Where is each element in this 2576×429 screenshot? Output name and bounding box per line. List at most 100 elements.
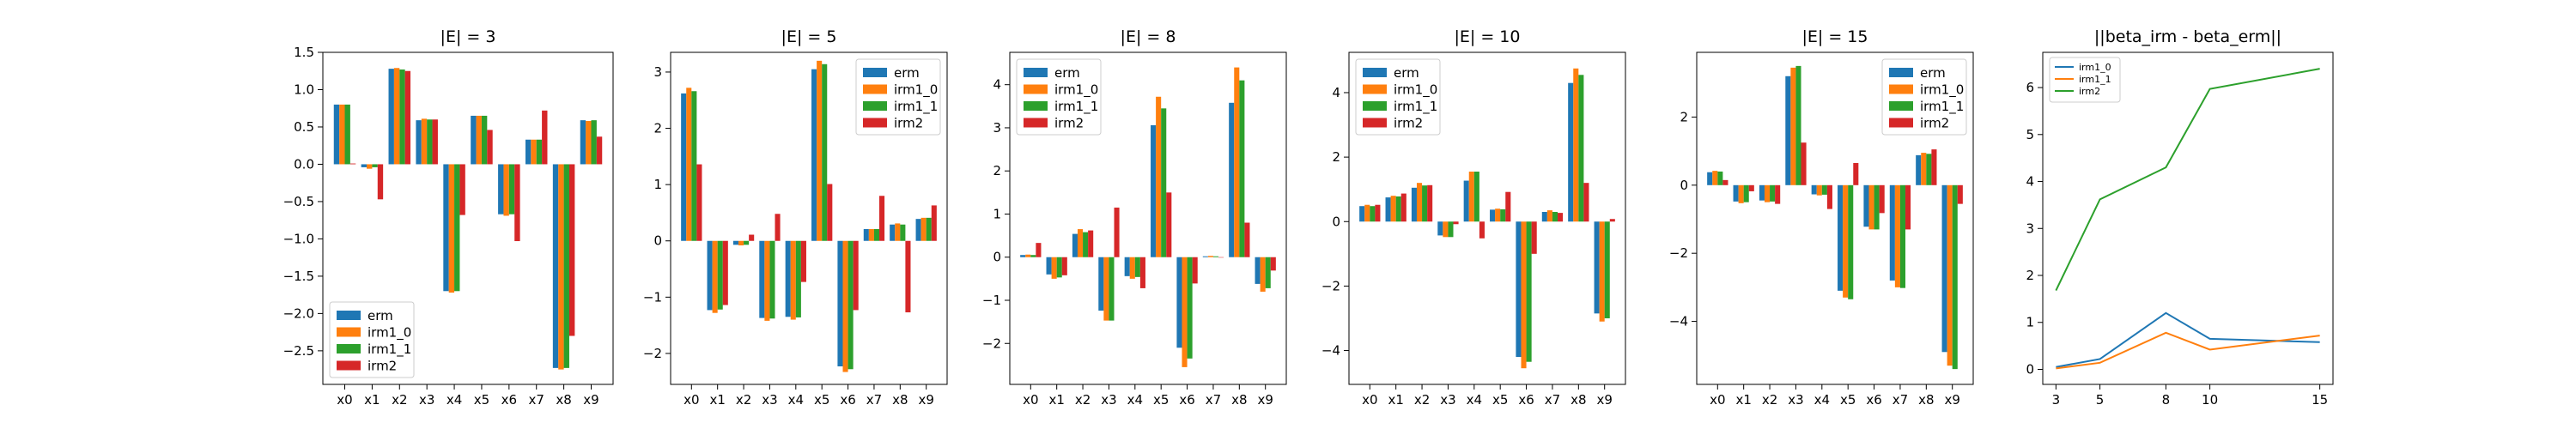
bar-irm1_1-x2 [399,69,405,165]
bar-irm2-x2 [1427,184,1433,222]
legend-label: irm1_1 [1920,99,1964,115]
bar-erm-x8 [1916,154,1922,185]
bar-irm2-x9 [596,136,603,165]
y-tick-label: −2 [643,346,662,361]
bar-irm1_1-x5 [1161,108,1167,257]
bar-irm1_0-x7 [1894,184,1900,287]
bar-irm1_1-x1 [1395,196,1401,222]
x-tick-label: x9 [1257,392,1273,408]
bar-erm-x6 [1863,184,1869,227]
legend-label: irm1_0 [1054,82,1098,99]
legend-label: irm2 [2079,86,2100,97]
legend-swatch-irm1_1 [1363,101,1387,111]
bar-erm-x4 [1124,257,1130,276]
bar-irm1_1-x3 [1448,221,1454,238]
bar-irm2-x8 [905,240,911,313]
x-tick-label: x3 [1788,392,1803,408]
y-tick-label: −2 [982,335,1001,351]
bar-irm1_1-x3 [1109,257,1115,321]
bar-irm2-x6 [1192,257,1198,284]
bar-irm1_1-x1 [717,240,723,310]
bar-irm1_1-x5 [1848,184,1854,299]
bar-erm-x8 [552,164,559,368]
subplot-title: |E| = 3 [440,27,496,46]
bar-irm1_0-x8 [1573,68,1579,222]
bar-irm1_1-x1 [372,164,378,167]
x-tick-label: x0 [337,392,352,408]
legend-swatch-irm1_1 [1024,101,1048,111]
legend-label: irm1_1 [2079,74,2111,85]
legend-label: irm1_1 [1394,99,1437,115]
x-tick-label: x2 [1762,392,1777,408]
series-line-irm2 [2055,68,2320,291]
bar-irm2-x1 [377,164,384,200]
legend-label: irm1_0 [368,325,411,341]
bar-irm1_1-x8 [1578,75,1584,222]
x-tick-label: x6 [501,392,517,408]
bar-irm1_1-x9 [591,120,597,165]
y-tick-label: 1.0 [294,82,314,97]
bar-irm2-x4 [1826,184,1832,209]
x-tick-label: x8 [892,392,908,408]
bar-erm-x2 [732,240,738,245]
axes-frame [2042,51,2334,385]
y-tick-label: −4 [1321,343,1340,359]
bar-irm1_0-x6 [1868,184,1874,230]
subplot-title: |E| = 10 [1455,27,1521,46]
bar-irm1_0-x6 [503,164,509,216]
bar-irm1_1-x8 [900,224,906,241]
bar-erm-x7 [1889,184,1895,281]
axes-frame [1696,51,1974,385]
y-tick-label: 2 [1332,149,1340,165]
x-tick-label: x2 [736,392,751,408]
x-tick-label: x4 [1127,392,1143,408]
y-tick-label: 0 [653,233,662,249]
bar-irm2-x9 [1609,219,1615,222]
bar-irm1_0-x2 [738,240,744,245]
bar-irm1_0-x0 [1712,171,1718,185]
bar-irm2-x7 [1558,213,1564,222]
legend-label: irm1_0 [1920,82,1964,99]
legend-label: erm [1054,65,1080,81]
legend-swatch-irm1_0 [1363,84,1387,94]
bar-erm-x3 [416,120,422,165]
x-tick-label: x1 [1735,392,1751,408]
bar-irm2-x0 [696,164,702,241]
legend-label: irm2 [894,116,923,131]
bar-irm1_1-x0 [691,91,697,241]
bar-irm2-x8 [1244,222,1250,257]
bar-irm1_1-x7 [1899,184,1906,288]
x-tick-label: x3 [1101,392,1116,408]
bar-irm1_0-x8 [1921,153,1927,185]
y-tick-label: 3 [993,120,1001,136]
bar-irm2-x6 [1879,184,1885,214]
legend-box [1881,58,1967,136]
bar-irm1_0-x4 [790,240,796,320]
legend-label: erm [1394,65,1419,81]
bar-erm-x8 [1229,102,1235,257]
x-tick-label: x7 [866,392,882,408]
x-tick-label: x8 [1231,392,1247,408]
x-tick-label: x0 [1023,392,1038,408]
bar-irm2-x8 [1583,183,1589,222]
bar-irm2-x3 [1114,207,1120,257]
bar-erm-x9 [1941,184,1947,353]
bar-irm1_1-x5 [1500,208,1506,222]
subplot-title: |E| = 8 [1121,27,1176,46]
x-tick-label: x5 [814,392,829,408]
x-tick-label: x0 [683,392,699,408]
bar-erm-x6 [498,164,504,214]
bar-irm2-x2 [749,234,755,241]
legend-swatch-irm1_0 [863,84,887,94]
bar-erm-x5 [1838,184,1844,291]
bar-erm-x2 [1759,184,1765,201]
x-tick-label: x0 [1362,392,1377,408]
bar-irm2-x2 [1088,230,1094,257]
bar-irm1_1-x3 [427,119,433,165]
y-tick-label: 0 [1680,178,1688,193]
